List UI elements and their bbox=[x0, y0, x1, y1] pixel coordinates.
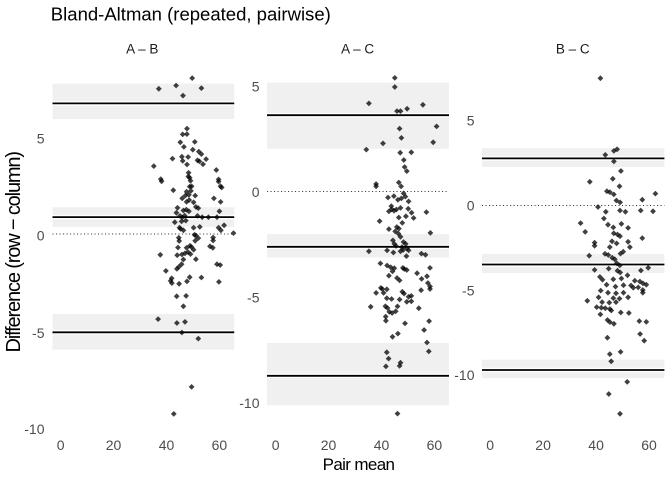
svg-text:B – C: B – C bbox=[556, 42, 590, 57]
svg-text:20: 20 bbox=[106, 437, 122, 453]
svg-text:Difference (row − column): Difference (row − column) bbox=[3, 152, 25, 353]
svg-text:Pair mean: Pair mean bbox=[323, 455, 395, 474]
svg-text:0: 0 bbox=[57, 437, 65, 453]
svg-text:-10: -10 bbox=[239, 395, 259, 411]
svg-text:20: 20 bbox=[535, 437, 551, 453]
svg-text:40: 40 bbox=[588, 437, 604, 453]
svg-text:0: 0 bbox=[37, 227, 45, 243]
svg-text:5: 5 bbox=[467, 113, 475, 129]
svg-text:Bland-Altman (repeated, pairwi: Bland-Altman (repeated, pairwise) bbox=[51, 3, 331, 24]
svg-text:0: 0 bbox=[252, 184, 260, 200]
svg-text:5: 5 bbox=[252, 79, 260, 95]
svg-text:40: 40 bbox=[374, 437, 390, 453]
svg-text:60: 60 bbox=[641, 437, 657, 453]
svg-text:-5: -5 bbox=[247, 290, 260, 306]
svg-text:-10: -10 bbox=[24, 421, 44, 437]
svg-text:-10: -10 bbox=[454, 367, 474, 383]
svg-text:5: 5 bbox=[37, 131, 45, 147]
svg-text:-5: -5 bbox=[462, 282, 475, 298]
svg-text:-5: -5 bbox=[32, 325, 45, 341]
svg-text:A – C: A – C bbox=[341, 42, 374, 57]
svg-text:0: 0 bbox=[486, 437, 494, 453]
svg-text:0: 0 bbox=[272, 437, 280, 453]
svg-text:60: 60 bbox=[212, 437, 228, 453]
svg-text:A – B: A – B bbox=[126, 42, 158, 57]
svg-text:20: 20 bbox=[321, 437, 337, 453]
svg-text:0: 0 bbox=[467, 197, 475, 213]
svg-text:40: 40 bbox=[159, 437, 175, 453]
svg-text:60: 60 bbox=[427, 437, 443, 453]
